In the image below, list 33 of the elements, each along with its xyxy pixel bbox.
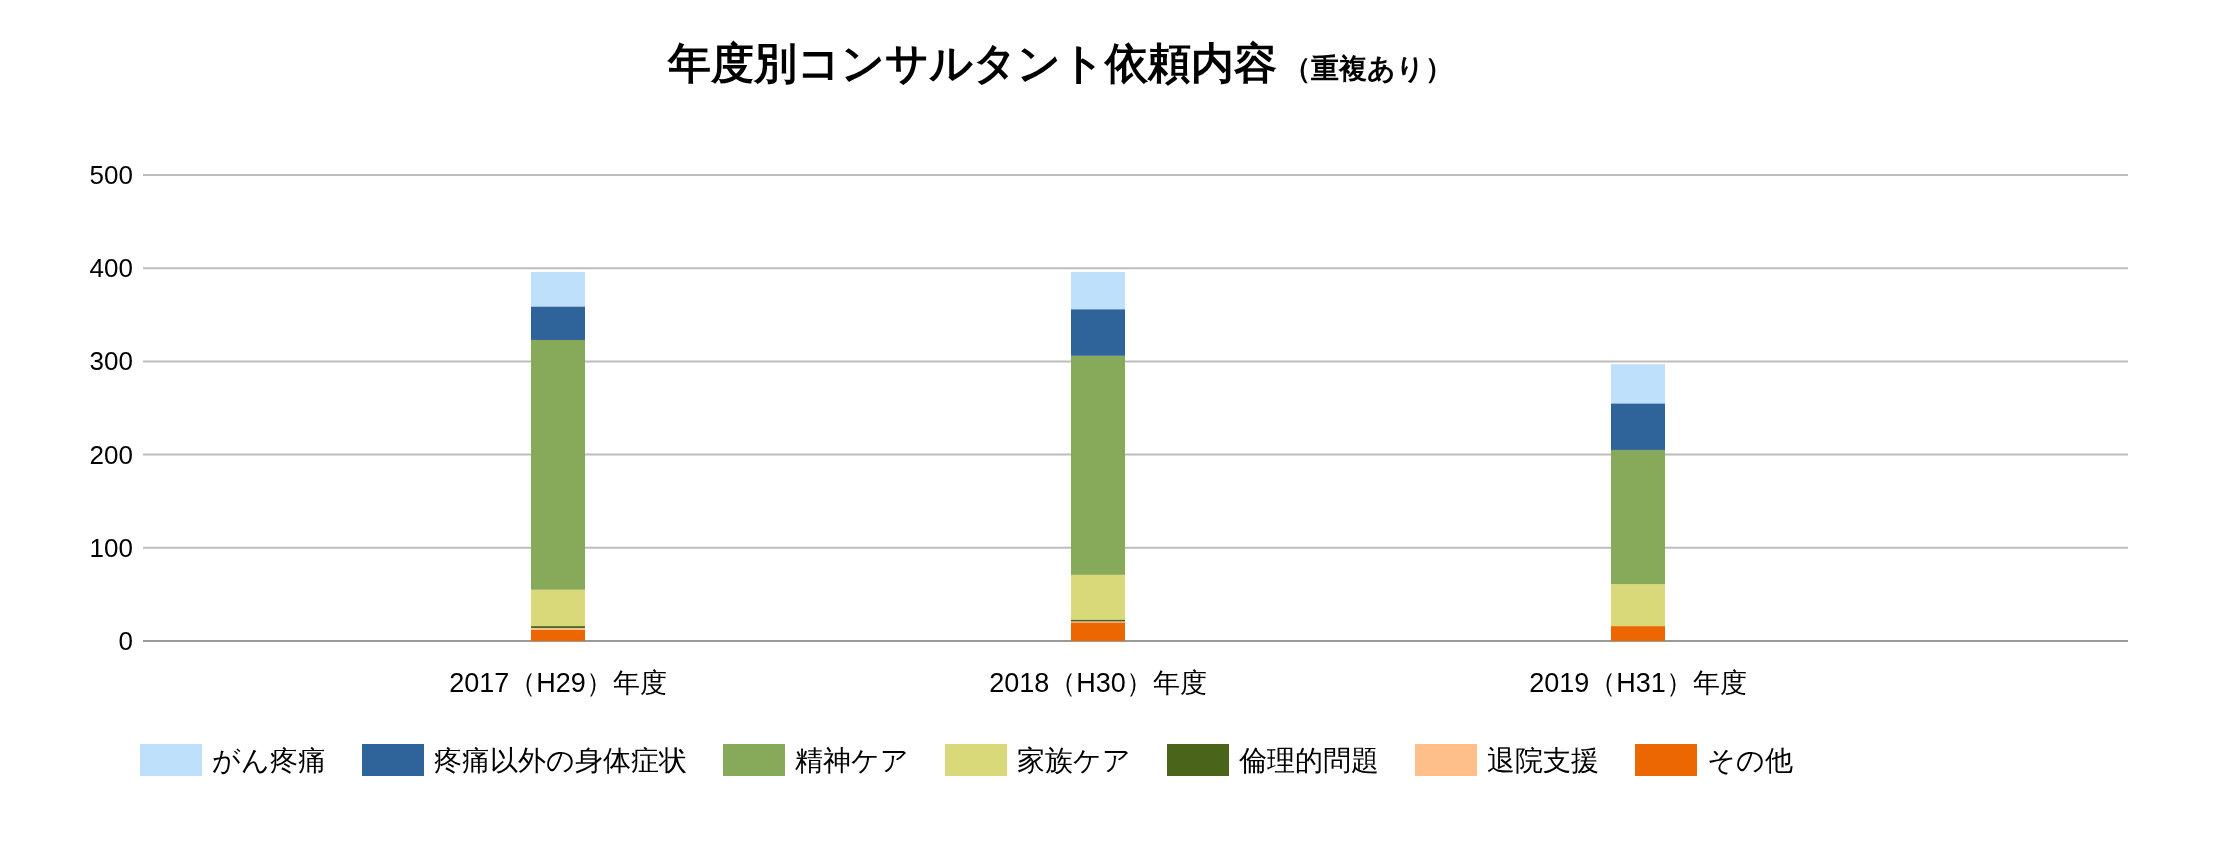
bar [1611, 364, 1665, 404]
bar [1071, 271, 1125, 310]
legend-label: 精神ケア [795, 745, 909, 776]
bar [1071, 574, 1125, 620]
y-tick-label: 300 [89, 346, 133, 377]
bar [1611, 584, 1665, 627]
chart-subtitle: （重複あり） [1282, 53, 1453, 84]
bar [531, 271, 585, 307]
bar [531, 629, 585, 641]
x-tick-label: 2019（H31）年度 [1529, 668, 1747, 698]
bar [1071, 355, 1125, 575]
bar [1071, 309, 1125, 356]
y-tick-label: 0 [118, 626, 133, 656]
legend-label: 退院支援 [1487, 745, 1599, 776]
y-tick-label: 100 [89, 532, 133, 563]
legend-label: がん疼痛 [212, 745, 326, 776]
bar [1611, 449, 1665, 585]
legend-label: 倫理的問題 [1238, 745, 1379, 776]
bar [1611, 626, 1665, 641]
bar [531, 589, 585, 627]
bar [1611, 403, 1665, 450]
y-tick-label: 200 [89, 439, 133, 470]
y-tick-label: 400 [89, 253, 133, 284]
legend-label: その他 [1707, 745, 1793, 776]
x-tick-label: 2018（H30）年度 [989, 668, 1207, 698]
bar [1071, 622, 1125, 641]
chart-title: 年度別コンサルタント依頼内容 [666, 39, 1277, 87]
bar [531, 306, 585, 340]
legend-label: 疼痛以外の身体症状 [434, 745, 687, 776]
legend-label: 家族ケア [1017, 745, 1131, 776]
x-tick-label: 2017（H29）年度 [449, 668, 667, 698]
bar [531, 339, 585, 590]
y-tick-label: 500 [89, 160, 133, 190]
